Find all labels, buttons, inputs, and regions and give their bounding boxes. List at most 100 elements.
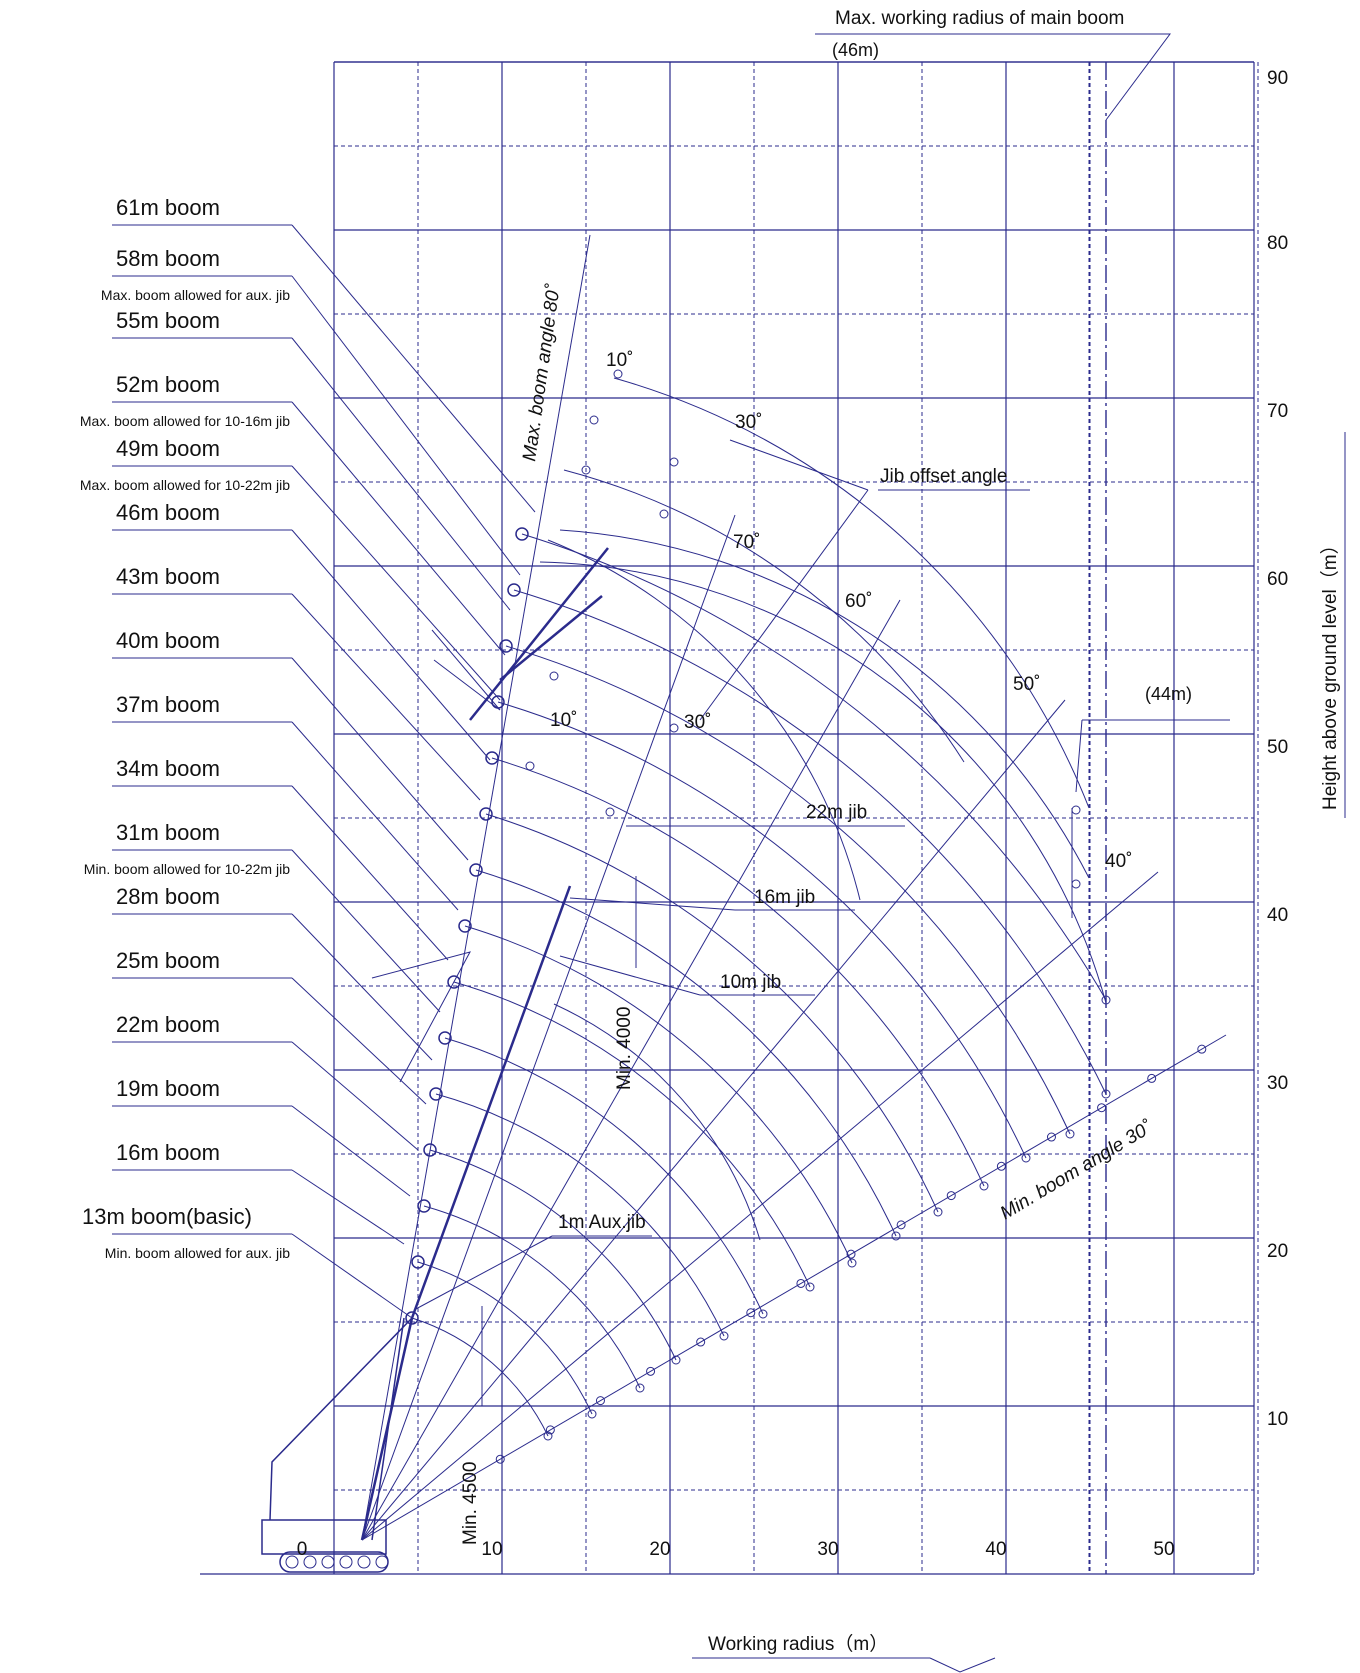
x-tick-50: 50 xyxy=(1153,1539,1174,1560)
y-tick-90: 90 xyxy=(1267,68,1288,89)
x-tick-40: 40 xyxy=(985,1539,1006,1560)
boom-label-leader xyxy=(291,1041,419,1151)
max-radius-leader xyxy=(815,33,1171,121)
boom-label: 58m boom xyxy=(116,246,220,271)
min-angle-marker xyxy=(1147,1073,1157,1083)
min-angle-marker xyxy=(1097,1103,1107,1113)
boom-basic-lattice xyxy=(371,1317,405,1541)
jib-tip-marker xyxy=(613,369,623,379)
y-tick-70: 70 xyxy=(1267,401,1288,422)
boom-label-leader xyxy=(291,593,481,801)
arc-end-marker xyxy=(1101,995,1111,1005)
track-wheel xyxy=(321,1555,335,1569)
track-wheel xyxy=(375,1555,389,1569)
arc-end-marker xyxy=(543,1431,553,1441)
min-angle-marker xyxy=(746,1308,756,1318)
min-angle-ray xyxy=(361,1034,1227,1541)
boom-labels: 61m boom 58m boom Max. boom allowed for au… xyxy=(80,195,536,1319)
jib-offset-leader-1 xyxy=(729,439,869,491)
min-angle-marker xyxy=(1197,1044,1207,1054)
arc-end-marker xyxy=(719,1331,729,1341)
y-tick-50: 50 xyxy=(1267,737,1288,758)
boom-label: 46m boom xyxy=(116,500,220,525)
range-arc xyxy=(521,533,1107,1001)
crane-body xyxy=(261,1519,387,1555)
arc-end-marker xyxy=(587,1409,597,1419)
arc-end-marker xyxy=(979,1181,989,1191)
min-angle-marker xyxy=(946,1191,956,1201)
boom-label: 19m boom xyxy=(116,1076,220,1101)
arc-end-marker xyxy=(891,1231,901,1241)
boom-label: 31m boom xyxy=(116,820,220,845)
y-tick-60: 60 xyxy=(1267,569,1288,590)
boom-label: 61m boom xyxy=(116,195,220,220)
boom-label: 13m boom(basic) xyxy=(82,1204,252,1229)
range-arc xyxy=(423,1205,641,1389)
boom-head xyxy=(507,583,521,597)
boom-head xyxy=(469,863,483,877)
boom-label-leader xyxy=(291,224,536,513)
boom-head xyxy=(458,919,472,933)
boom-head xyxy=(479,807,493,821)
arc-end-marker xyxy=(1101,1089,1111,1099)
boom-label-leader xyxy=(291,1169,405,1245)
jib-22m-label: 22m jib xyxy=(806,802,867,823)
jib-offset-leader-2 xyxy=(699,489,869,721)
jib-10m-label: 10m jib xyxy=(720,972,781,993)
angle-70-label: 70˚ xyxy=(733,532,760,553)
x-tick-labels: 0 10 20 30 40 50 xyxy=(297,1539,1175,1560)
boom-label: 49m boom xyxy=(116,436,220,461)
boom-label-leader xyxy=(291,529,491,761)
range-arc xyxy=(505,645,1071,1135)
boom-upper xyxy=(469,547,609,721)
ray-60 xyxy=(361,599,901,1541)
min-angle-marker xyxy=(595,1396,605,1406)
min-angle-marker xyxy=(1046,1132,1056,1142)
range-arc xyxy=(464,925,853,1264)
boom-label-leader xyxy=(291,977,427,1105)
gantry-wire xyxy=(431,629,501,711)
arc-end-marker xyxy=(933,1207,943,1217)
range-arc xyxy=(435,1093,725,1337)
track-wheel xyxy=(339,1555,353,1569)
radius-44-arrow xyxy=(1075,719,1083,793)
x-tick-20: 20 xyxy=(649,1539,670,1560)
max-radius-value-label: (46m) xyxy=(832,40,879,60)
jib10-leader xyxy=(559,955,701,996)
boom-basic xyxy=(360,1317,414,1541)
min-angle-marker xyxy=(495,1454,505,1464)
arc-end-marker xyxy=(805,1282,815,1292)
max-radius-main-label: Max. working radius of main boom xyxy=(835,8,1124,29)
jib-tip-marker xyxy=(1071,879,1081,889)
min-angle-marker xyxy=(796,1278,806,1288)
boom-label-leader xyxy=(291,849,441,1013)
min-4500-label: Min. 4500 xyxy=(460,1462,481,1545)
min-angle-marker xyxy=(646,1366,656,1376)
boom-mid xyxy=(410,885,572,1319)
angle-30-mid-label: 30˚ xyxy=(684,712,711,733)
ray-70 xyxy=(361,514,736,1541)
boom-label-leader xyxy=(291,785,449,961)
boom-label: 37m boom xyxy=(116,692,220,717)
boom-head xyxy=(515,527,529,541)
y-axis-title: Height above ground level（m） xyxy=(1319,535,1341,810)
jib-tip-marker xyxy=(549,671,559,681)
aux-jib-label: 1m Aux.jib xyxy=(558,1212,646,1233)
boom-label: 28m boom xyxy=(116,884,220,909)
min-angle-marker xyxy=(896,1220,906,1230)
boom-label-leader xyxy=(291,401,506,656)
boom-note: Max. boom allowed for 10-22m jib xyxy=(80,477,290,493)
ray-40 xyxy=(361,871,1159,1541)
arc-end-marker xyxy=(847,1258,857,1268)
min-angle-marker xyxy=(545,1425,555,1435)
boom-label-leader xyxy=(291,913,433,1061)
jib-arc xyxy=(613,377,1090,809)
boom-label: 34m boom xyxy=(116,756,220,781)
jib-tip-marker xyxy=(525,761,535,771)
jib-arc xyxy=(559,529,1090,879)
boom-note: Min. boom allowed for 10-22m jib xyxy=(84,861,290,877)
jib-tip-marker xyxy=(605,807,615,817)
jib-arc xyxy=(563,469,965,763)
arc-end-marker xyxy=(635,1383,645,1393)
